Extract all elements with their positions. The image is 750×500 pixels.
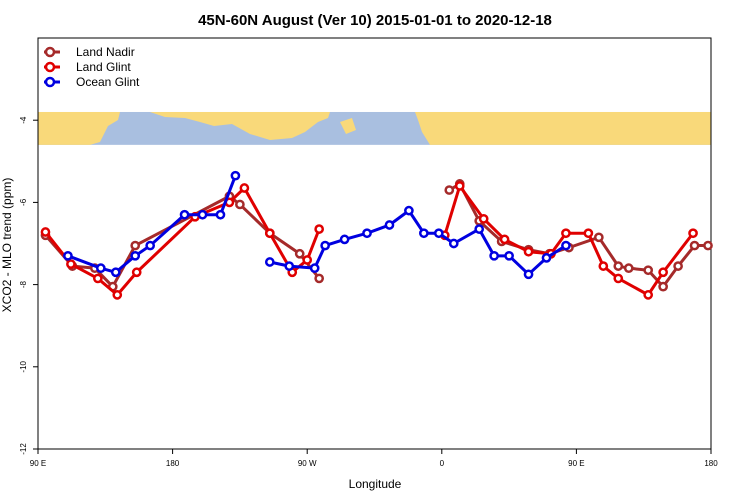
data-point xyxy=(613,273,624,284)
data-point xyxy=(658,267,668,278)
data-point xyxy=(688,228,698,239)
data-point xyxy=(284,261,295,271)
data-point xyxy=(63,250,73,261)
data-point xyxy=(489,250,499,261)
data-point xyxy=(623,263,634,274)
y-tick-label: -12 xyxy=(19,443,28,455)
y-axis-label: XCO2 - MLO trend (ppm) xyxy=(0,178,14,313)
data-point xyxy=(689,240,700,251)
y-tick-label: -8 xyxy=(19,280,28,288)
x-tick-label: 90 W xyxy=(298,459,317,468)
data-point xyxy=(384,220,395,230)
data-point xyxy=(673,261,683,271)
data-point xyxy=(294,248,305,259)
series-line xyxy=(44,194,321,289)
data-point xyxy=(179,209,190,220)
x-axis-label: Longitude xyxy=(349,477,402,491)
data-point xyxy=(504,250,514,261)
series-ocean-glint xyxy=(63,170,571,280)
data-point xyxy=(110,267,121,278)
legend-swatch-marker xyxy=(44,46,56,58)
data-point xyxy=(643,265,654,276)
data-point xyxy=(230,170,241,181)
data-point xyxy=(404,205,414,216)
series-line xyxy=(44,186,321,297)
data-point xyxy=(92,273,103,284)
x-tick-label: 90 E xyxy=(568,459,584,468)
data-point xyxy=(264,228,275,239)
data-point xyxy=(478,213,489,224)
data-point xyxy=(613,261,624,271)
legend-label: Land Glint xyxy=(76,60,131,74)
x-axis: 90 E 180 90 W 0 90 E 180 xyxy=(30,449,718,468)
data-point xyxy=(130,250,141,261)
data-point xyxy=(499,234,510,245)
data-point xyxy=(444,185,455,195)
data-point xyxy=(314,224,325,234)
data-point xyxy=(561,240,571,251)
chart-title: 45N-60N August (Ver 10) 2015-01-01 to 20… xyxy=(198,12,552,29)
legend-label: Land Nadir xyxy=(76,45,135,59)
data-point xyxy=(314,273,325,284)
data-point xyxy=(433,228,444,239)
legend-swatch-marker xyxy=(44,76,56,88)
data-point xyxy=(362,228,372,239)
data-point xyxy=(112,290,123,300)
data-point xyxy=(309,263,320,274)
map-land xyxy=(415,111,711,145)
data-point xyxy=(523,269,534,280)
y-tick-label: -10 xyxy=(19,360,28,372)
data-point xyxy=(583,228,594,239)
data-point xyxy=(598,261,609,271)
data-point xyxy=(474,224,485,234)
x-tick-label: 180 xyxy=(704,459,718,468)
data-point xyxy=(40,227,51,237)
data-point xyxy=(239,183,250,193)
map-land xyxy=(150,111,330,140)
data-point xyxy=(145,240,156,251)
data-point xyxy=(339,234,350,245)
legend-label: Ocean Glint xyxy=(76,75,140,89)
data-point xyxy=(523,246,534,257)
data-point xyxy=(95,263,106,274)
data-point xyxy=(302,255,313,265)
series-layer xyxy=(40,170,713,300)
map-land xyxy=(38,111,120,145)
map-strip xyxy=(38,111,711,145)
data-point xyxy=(215,209,226,220)
data-point xyxy=(561,228,571,239)
data-point xyxy=(658,281,668,292)
data-point xyxy=(454,181,465,191)
data-point xyxy=(320,240,330,251)
data-point xyxy=(66,259,76,269)
data-point xyxy=(131,267,142,278)
data-point xyxy=(419,228,429,239)
y-axis: -4 -6 -8 -10 -12 xyxy=(19,116,38,455)
data-point xyxy=(593,232,604,243)
x-tick-label: 90 E xyxy=(30,459,46,468)
data-point xyxy=(448,238,459,249)
data-point xyxy=(643,290,654,300)
y-tick-label: -6 xyxy=(19,198,28,206)
data-point xyxy=(703,240,713,251)
data-point xyxy=(197,209,208,220)
series-line xyxy=(448,182,709,289)
x-tick-label: 180 xyxy=(166,459,180,468)
data-point xyxy=(264,257,275,267)
data-point xyxy=(130,240,141,251)
data-point xyxy=(235,199,245,210)
legend-swatch-marker xyxy=(44,61,56,73)
y-tick-label: -4 xyxy=(19,116,28,124)
data-point xyxy=(541,253,552,263)
x-tick-label: 0 xyxy=(440,459,445,468)
map-land xyxy=(340,117,356,134)
